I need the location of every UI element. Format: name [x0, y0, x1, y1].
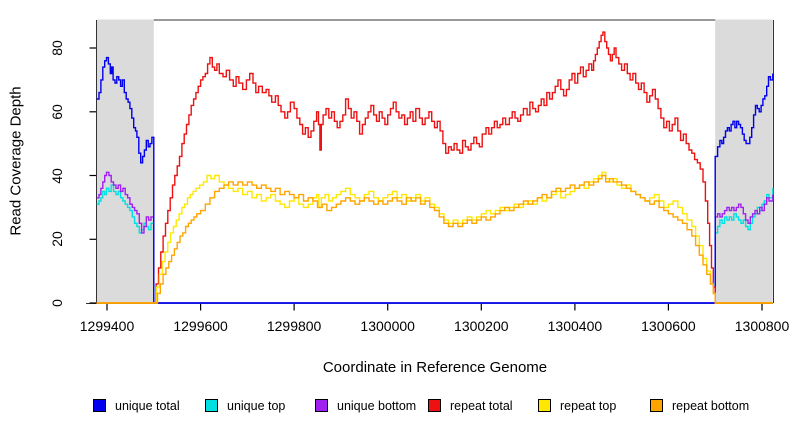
legend-label: unique bottom	[337, 398, 417, 413]
y-tick-label: 60	[49, 104, 65, 120]
x-tick-label: 1300400	[547, 318, 603, 334]
y-tick-label: 20	[49, 231, 65, 248]
x-tick-label: 1300600	[641, 318, 696, 334]
y-tick-label: 0	[49, 299, 65, 307]
legend-label: unique top	[227, 398, 286, 413]
x-tick-label: 1299600	[173, 318, 228, 334]
x-tick-label: 1299800	[266, 318, 322, 334]
y-tick-label: 80	[49, 40, 65, 56]
unique-region-left-shading	[96, 19, 154, 303]
series-unique-top	[96, 184, 774, 304]
x-tick-label: 1299400	[79, 318, 135, 334]
legend-label: repeat total	[450, 398, 513, 413]
legend-label: repeat top	[560, 398, 617, 413]
series-unique-bottom	[96, 171, 774, 304]
legend-item-unique-total: unique total	[93, 398, 180, 413]
legend-label: repeat bottom	[672, 398, 750, 413]
series-repeat-total	[96, 31, 773, 304]
y-axis-title: Read Coverage Depth	[7, 86, 25, 236]
unique-region-right-shading	[715, 19, 773, 303]
x-tick-label: 1300000	[360, 318, 415, 334]
y-tick-label: 40	[49, 167, 65, 184]
legend-swatch-icon	[205, 399, 218, 412]
x-tick-label: 1300800	[734, 318, 790, 334]
legend-item-repeat-total: repeat total	[428, 398, 513, 413]
legend-item-unique-bottom: unique bottom	[315, 398, 416, 413]
x-axis-title: Coordinate in Reference Genome	[322, 359, 548, 376]
legend-swatch-icon	[538, 399, 551, 412]
legend-swatch-icon	[315, 399, 328, 412]
legend-label: unique total	[115, 398, 180, 413]
legend-item-repeat-bottom: repeat bottom	[650, 398, 749, 413]
legend-swatch-icon	[93, 399, 106, 412]
legend-swatch-icon	[428, 399, 441, 412]
x-tick-label: 1300200	[454, 318, 509, 334]
series-unique-total	[96, 56, 774, 304]
legend-swatch-icon	[650, 399, 663, 412]
series-repeat-top	[96, 171, 773, 304]
legend-item-repeat-top: repeat top	[538, 398, 616, 413]
legend-item-unique-top: unique top	[205, 398, 285, 413]
series-repeat-bottom	[96, 174, 773, 304]
